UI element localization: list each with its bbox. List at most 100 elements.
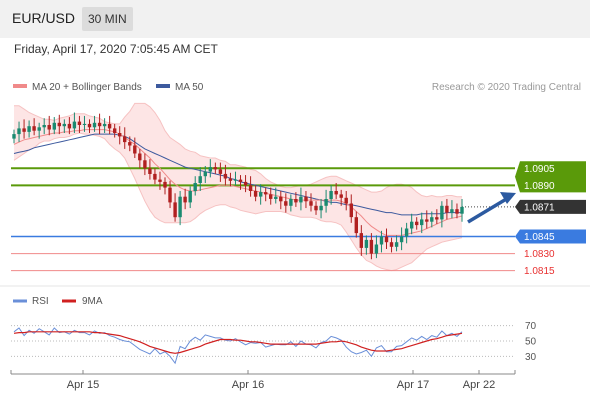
ma20-legend-label: MA 20 + Bollinger Bands	[32, 82, 142, 93]
candle-body-61	[319, 205, 323, 211]
candles-layer	[12, 112, 464, 260]
candle-body-77	[399, 236, 404, 243]
candle-body-85	[440, 205, 444, 220]
x-tick-label-1: Apr 16	[232, 379, 264, 391]
projection-arrow-shaft	[467, 196, 509, 224]
support-tag-bg	[515, 229, 586, 244]
candle-body-15	[87, 123, 92, 128]
rsi-tick-label-70: 70	[525, 321, 537, 332]
candle-body-69	[359, 233, 363, 248]
chart-panel	[0, 38, 590, 400]
candle-body-5	[37, 127, 41, 131]
candle-body-81	[420, 219, 424, 226]
x-tick-label-3: Apr 22	[463, 379, 495, 391]
bollinger-upper-line	[14, 102, 462, 198]
candle-body-28	[153, 173, 157, 180]
candle-body-40	[213, 167, 217, 170]
candle-body-68	[354, 217, 358, 234]
candle-body-49	[259, 192, 263, 197]
candle-body-89	[460, 206, 464, 214]
candle-body-64	[334, 191, 338, 195]
x-tick-label-2: Apr 17	[397, 379, 429, 391]
bollinger-lower-line	[13, 132, 463, 272]
candle-body-29	[158, 179, 162, 182]
candle-body-31	[168, 187, 172, 203]
candle-body-66	[344, 197, 348, 204]
current-price-tag: 1.0871	[524, 202, 555, 213]
candle-body-88	[455, 209, 459, 214]
candle-body-0	[12, 134, 16, 139]
ma50-line	[13, 133, 462, 216]
resistance-tag-1: 1.0905	[524, 164, 555, 175]
candle-body-18	[102, 123, 107, 127]
candle-body-10	[62, 123, 66, 127]
rsi-ma-legend-label: 9MA	[82, 296, 103, 307]
candle-body-30	[163, 181, 167, 188]
projection-arrow-head	[500, 192, 516, 204]
ma20-legend-swatch	[13, 84, 27, 88]
credit-label: Research © 2020 Trading Central	[432, 82, 581, 93]
levels-layer	[11, 167, 515, 272]
x-tick-label-0: Apr 15	[67, 379, 99, 391]
candle-body-48	[253, 191, 258, 197]
projection-arrow-layer	[467, 192, 516, 224]
candle-body-21	[118, 133, 122, 137]
candle-body-37	[198, 176, 202, 183]
candle-body-53	[279, 196, 283, 202]
candle-body-3	[27, 126, 31, 132]
candle-body-23	[128, 142, 132, 146]
rsi-line	[13, 327, 463, 365]
candle-body-17	[97, 122, 102, 127]
candle-body-7	[47, 125, 51, 130]
candle-body-12	[72, 121, 77, 129]
ma50-legend-swatch	[156, 84, 170, 88]
ma50-legend-label: MA 50	[175, 82, 204, 93]
candle-body-13	[77, 121, 82, 125]
candle-body-24	[133, 145, 137, 154]
candle-body-56	[294, 199, 298, 203]
candle-body-57	[299, 196, 303, 203]
candle-body-46	[243, 181, 248, 186]
rsi-grid: 70 50 30	[11, 321, 537, 363]
ma20-line	[13, 129, 463, 236]
candle-body-82	[425, 219, 429, 222]
candle-body-33	[178, 196, 182, 218]
candle-body-80	[415, 221, 419, 226]
candle-body-67	[349, 203, 353, 218]
candle-body-1	[17, 128, 21, 135]
rsi-tick-label-30: 30	[525, 352, 537, 363]
candle-body-55	[289, 199, 293, 206]
timeframe-badge[interactable]: 30 MIN	[82, 7, 133, 31]
candle-body-79	[410, 221, 414, 229]
candle-body-35	[188, 191, 192, 203]
rsi-legend-label: RSI	[32, 296, 49, 307]
candle-body-65	[339, 194, 343, 198]
candle-body-32	[173, 202, 177, 218]
candle-body-26	[143, 160, 147, 169]
candle-body-25	[138, 153, 142, 161]
candle-body-70	[364, 239, 369, 248]
candle-body-16	[92, 122, 97, 128]
candle-body-19	[107, 123, 112, 129]
candle-body-62	[324, 199, 328, 206]
target-tag-2: 1.0815	[524, 266, 555, 277]
candle-body-75	[389, 242, 394, 247]
instrument-title: EUR/USD	[12, 10, 76, 26]
candle-body-87	[450, 209, 454, 213]
x-axis: Apr 15 Apr 16 Apr 17 Apr 22	[67, 370, 495, 391]
candle-body-20	[113, 128, 117, 133]
candle-body-44	[233, 179, 238, 181]
candle-body-74	[384, 236, 389, 243]
candle-body-83	[430, 217, 434, 222]
candle-body-76	[394, 242, 399, 247]
candle-body-50	[264, 192, 268, 195]
top-bar: EUR/USD 30 MIN	[0, 0, 590, 38]
candle-body-59	[309, 201, 313, 206]
candle-body-8	[52, 122, 56, 130]
rsi-ma-line	[13, 331, 463, 354]
candle-body-84	[435, 217, 439, 220]
candle-body-86	[445, 205, 449, 213]
candle-body-14	[82, 123, 87, 125]
moving-averages-layer	[13, 129, 463, 236]
